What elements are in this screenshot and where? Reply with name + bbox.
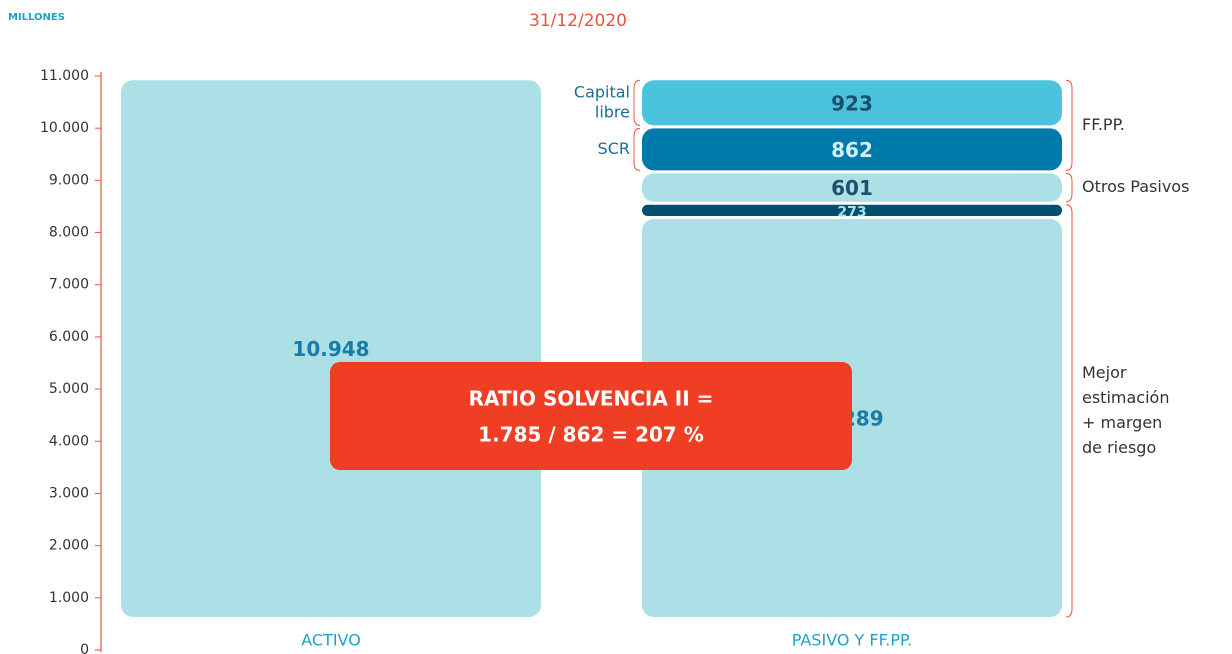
left-bracket	[633, 127, 641, 171]
y-tick-label: 11.000	[40, 68, 89, 84]
bracket-label: Otros Pasivos	[1082, 177, 1189, 196]
bracket-label: + margen	[1082, 413, 1162, 432]
chart-title: 31/12/2020	[529, 11, 627, 31]
callout-text: 1.785 / 862 = 207 %	[478, 423, 704, 447]
bracket-label: estimación	[1082, 388, 1169, 407]
value-label: 10.948	[292, 337, 369, 361]
bar-segment	[642, 80, 1062, 126]
y-tick-label: 6.000	[49, 329, 89, 345]
callout-text: RATIO SOLVENCIA II =	[469, 387, 714, 411]
value-label: 923	[831, 91, 873, 115]
y-tick-label: 5.000	[49, 381, 89, 397]
value-label: 273	[837, 204, 866, 220]
y-tick-label: 1.000	[49, 590, 89, 606]
bracket-label: de riesgo	[1082, 438, 1156, 457]
y-tick-label: 10.000	[40, 120, 89, 136]
right-bracket	[1065, 172, 1073, 203]
y-tick-label: 7.000	[49, 277, 89, 293]
unit-label: MILLONES	[8, 12, 65, 23]
right-bracket	[1065, 79, 1073, 171]
category-label: PASIVO Y FF.PP.	[792, 631, 912, 650]
bar-segment	[121, 80, 541, 618]
y-tick-label: 8.000	[49, 225, 89, 241]
y-tick-label: 2.000	[49, 538, 89, 554]
category-label: ACTIVO	[301, 631, 361, 650]
bar-segment	[642, 173, 1062, 202]
segment-name: SCR	[598, 139, 630, 158]
value-label: 862	[831, 138, 873, 162]
y-tick-label: 0	[80, 642, 89, 654]
bracket-label: FF.PP.	[1082, 115, 1125, 134]
bar-segment	[642, 204, 1062, 216]
value-label: 601	[831, 176, 873, 200]
left-bracket	[633, 79, 641, 126]
right-bracket	[1065, 204, 1073, 618]
bracket-label: Mejor	[1082, 363, 1127, 382]
callout-box	[330, 362, 852, 470]
y-tick-label: 3.000	[49, 485, 89, 501]
bar-segment	[642, 128, 1062, 171]
segment-name: libre	[595, 102, 630, 121]
y-tick-label: 4.000	[49, 433, 89, 449]
segment-name: Capital	[574, 82, 630, 101]
y-tick-label: 9.000	[49, 172, 89, 188]
